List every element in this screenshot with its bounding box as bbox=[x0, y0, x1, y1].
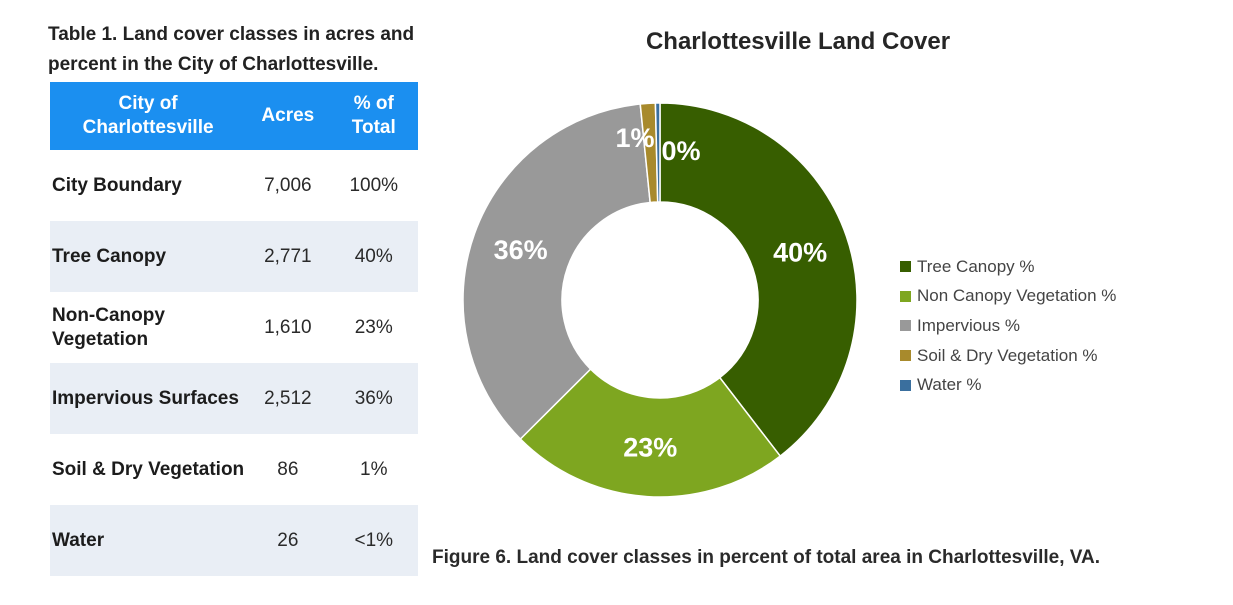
row-percent: <1% bbox=[329, 505, 418, 576]
legend-item: Impervious % bbox=[900, 311, 1116, 341]
legend-swatch bbox=[900, 320, 911, 332]
chart-legend: Tree Canopy % Non Canopy Vegetation % Impe… bbox=[900, 252, 1116, 400]
table-row: Soil & Dry Vegetation 86 1% bbox=[50, 434, 418, 505]
row-acres: 2,512 bbox=[246, 363, 330, 434]
figure-caption: Figure 6. Land cover classes in percent … bbox=[432, 547, 1101, 568]
legend-swatch bbox=[900, 350, 911, 362]
row-acres: 1,610 bbox=[264, 316, 312, 338]
row-percent: 100% bbox=[349, 174, 399, 196]
legend-swatch bbox=[900, 379, 911, 391]
row-class: Soil & Dry Vegetation bbox=[52, 458, 245, 480]
table-header-row: City of Charlottesville Acres % of Total bbox=[50, 82, 418, 150]
table-row: City Boundary 7,006 100% bbox=[50, 150, 418, 221]
legend-label: Non Canopy Vegetation % bbox=[917, 286, 1117, 306]
chart-title: Charlottesville Land Cover bbox=[645, 28, 951, 55]
table-row: Water 26 <1% bbox=[50, 505, 418, 576]
legend-label: Tree Canopy % bbox=[917, 256, 1035, 276]
row-percent: 23% bbox=[354, 316, 393, 338]
legend-item: Water % bbox=[900, 370, 1116, 400]
row-class: Tree Canopy bbox=[50, 221, 247, 292]
legend-label: Soil & Dry Vegetation % bbox=[917, 345, 1098, 365]
table-row: Impervious Surfaces 2,512 36% bbox=[50, 363, 418, 434]
table-row: Tree Canopy 2,771 40% bbox=[50, 221, 418, 292]
legend-item: Tree Canopy % bbox=[900, 252, 1116, 282]
legend-label: Impervious % bbox=[917, 315, 1020, 335]
donut-slice bbox=[659, 102, 858, 458]
legend-swatch bbox=[900, 261, 911, 273]
table-caption: Table 1. Land cover classes in acres and… bbox=[48, 24, 415, 75]
row-class: Impervious Surfaces bbox=[50, 363, 247, 434]
row-percent: 40% bbox=[329, 221, 418, 292]
donut-chart: 40% 23% 36% 1% 0% bbox=[462, 102, 858, 498]
table-row: Non-Canopy Vegetation 1,610 23% bbox=[50, 292, 418, 363]
row-acres: 7,006 bbox=[264, 174, 312, 196]
slice-data-label: 0% bbox=[661, 136, 700, 166]
header-acres: Acres bbox=[246, 82, 330, 150]
slice-data-label: 1% bbox=[615, 123, 654, 153]
row-class: Water bbox=[50, 505, 247, 576]
slice-data-label: 36% bbox=[494, 235, 548, 265]
row-percent: 1% bbox=[360, 458, 388, 480]
header-city: City of Charlottesville bbox=[50, 82, 247, 150]
donut-slice bbox=[519, 368, 782, 498]
land-cover-table: City of Charlottesville Acres % of Total… bbox=[50, 82, 418, 576]
donut-slice bbox=[462, 103, 651, 441]
row-acres: 26 bbox=[246, 505, 330, 576]
slice-data-label: 23% bbox=[623, 433, 677, 463]
legend-item: Soil & Dry Vegetation % bbox=[900, 341, 1116, 371]
slice-data-label: 40% bbox=[773, 237, 827, 267]
legend-item: Non Canopy Vegetation % bbox=[900, 282, 1116, 312]
donut-slice bbox=[654, 102, 661, 203]
header-percent: % of Total bbox=[329, 82, 418, 150]
row-class: Non-Canopy Vegetation bbox=[52, 304, 165, 350]
row-class: City Boundary bbox=[52, 174, 182, 196]
row-acres: 86 bbox=[277, 458, 299, 480]
legend-swatch bbox=[900, 290, 911, 302]
row-percent: 36% bbox=[329, 363, 418, 434]
legend-label: Water % bbox=[917, 375, 982, 395]
row-acres: 2,771 bbox=[246, 221, 330, 292]
